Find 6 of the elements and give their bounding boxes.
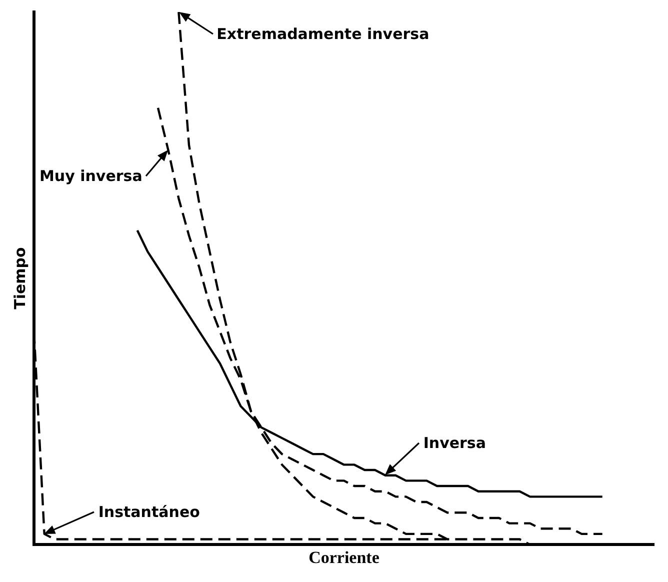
x-axis-title: Corriente: [308, 548, 380, 568]
series-label: Muy inversa: [40, 166, 142, 186]
series-label: Inversa: [423, 433, 486, 454]
y-axis-title: Tiempo: [10, 247, 29, 310]
text: Extremadamente inversa: [216, 24, 430, 44]
series-label: Instantáneo: [98, 502, 200, 522]
